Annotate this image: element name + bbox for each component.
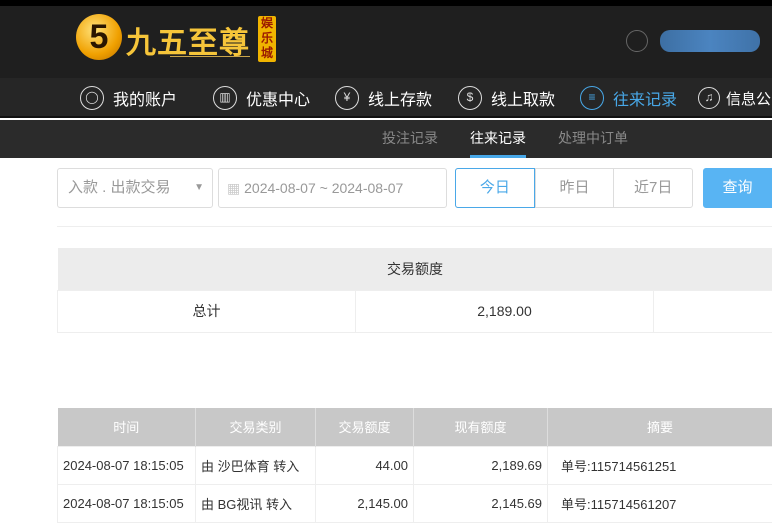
nav-label: 往来记录	[613, 92, 678, 109]
nav-label: 信息公	[726, 90, 772, 108]
logo-text[interactable]: 九五至尊	[126, 26, 250, 61]
summary-table: 交易额度 总计 2,189.00	[57, 248, 772, 333]
table-header: 时间 交易类别 交易额度 现有额度 摘要	[57, 408, 772, 446]
today-button[interactable]: 今日	[455, 168, 535, 208]
sub-nav: 投注记录 往来记录 处理中订单	[0, 120, 772, 158]
logo-ornament	[170, 56, 250, 57]
subtab-pending-orders[interactable]: 处理中订单	[558, 130, 628, 146]
col-balance: 现有额度	[413, 408, 548, 446]
col-amount: 交易额度	[315, 408, 414, 446]
query-button[interactable]: 查询	[703, 168, 772, 208]
gift-icon: ▥	[213, 86, 237, 110]
divider	[57, 226, 772, 227]
nav-withdraw[interactable]: $ 线上取款	[458, 78, 555, 118]
cell-summary: 单号:115714561251	[547, 445, 772, 485]
cell-time: 2024-08-07 18:15:05	[57, 483, 196, 523]
cell-balance: 2,189.69	[413, 445, 548, 485]
cell-type: 由 BG视讯 转入	[195, 483, 316, 523]
date-range-input[interactable]: ▦ 2024-08-07 ~ 2024-08-07	[218, 168, 447, 208]
nav-promotions[interactable]: ▥ 优惠中心	[213, 78, 310, 118]
nav-messages[interactable]: ♫ 信息公	[698, 78, 771, 118]
col-type: 交易类别	[195, 408, 316, 446]
cell-time: 2024-08-07 18:15:05	[57, 445, 196, 485]
cell-amount: 2,145.00	[315, 483, 414, 523]
quick-date-group: 今日 昨日 近7日	[455, 168, 693, 208]
nav-label: 线上取款	[491, 92, 556, 109]
transaction-type-select[interactable]: 入款 . 出款交易 ▼	[57, 168, 213, 208]
col-time: 时间	[57, 408, 196, 446]
nav-label: 优惠中心	[246, 92, 311, 109]
logo-badge: 娱乐城	[258, 16, 276, 62]
top-strip	[0, 0, 772, 6]
last-7-days-button[interactable]: 近7日	[613, 169, 692, 207]
logo-mark[interactable]: 5	[76, 14, 122, 60]
records-table: 时间 交易类别 交易额度 现有额度 摘要 2024-08-07 18:15:05…	[57, 408, 772, 523]
summary-row: 总计 2,189.00	[57, 289, 772, 333]
subtab-transaction-records[interactable]: 往来记录	[470, 120, 526, 158]
user-avatar-icon[interactable]	[626, 30, 648, 52]
username-blurred[interactable]	[660, 30, 760, 52]
bell-icon: ♫	[698, 87, 720, 109]
nav-deposit[interactable]: ¥ 线上存款	[335, 78, 432, 118]
yesterday-button[interactable]: 昨日	[534, 169, 614, 207]
table-row: 2024-08-07 18:15:05 由 沙巴体育 转入 44.00 2,18…	[57, 445, 772, 485]
records-icon: ≡	[580, 86, 604, 110]
date-range-value: 2024-08-07 ~ 2024-08-07	[244, 180, 404, 196]
summary-value: 2,189.00	[355, 289, 654, 333]
main-nav: ◯ 我的账户 ▥ 优惠中心 ¥ 线上存款 $ 线上取款 ≡ 往来记录 ♫ 信息公	[0, 78, 772, 118]
cell-summary: 单号:115714561207	[547, 483, 772, 523]
cell-amount: 44.00	[315, 445, 414, 485]
user-icon: ◯	[80, 86, 104, 110]
deposit-icon: ¥	[335, 86, 359, 110]
table-row: 2024-08-07 18:15:05 由 BG视讯 转入 2,145.00 2…	[57, 483, 772, 523]
summary-empty	[652, 289, 772, 333]
col-summary: 摘要	[547, 408, 772, 446]
calendar-icon: ▦	[227, 180, 245, 196]
select-value: 入款 . 出款交易	[68, 179, 171, 196]
summary-header: 交易额度	[57, 248, 772, 290]
withdraw-icon: $	[458, 86, 482, 110]
nav-records[interactable]: ≡ 往来记录	[580, 78, 677, 118]
summary-label: 总计	[57, 289, 356, 333]
cell-balance: 2,145.69	[413, 483, 548, 523]
cell-type: 由 沙巴体育 转入	[195, 445, 316, 485]
nav-label: 线上存款	[368, 92, 433, 109]
nav-my-account[interactable]: ◯ 我的账户	[80, 78, 177, 118]
subtab-bet-records[interactable]: 投注记录	[382, 130, 438, 146]
nav-label: 我的账户	[113, 92, 178, 109]
caret-down-icon: ▼	[194, 182, 204, 193]
